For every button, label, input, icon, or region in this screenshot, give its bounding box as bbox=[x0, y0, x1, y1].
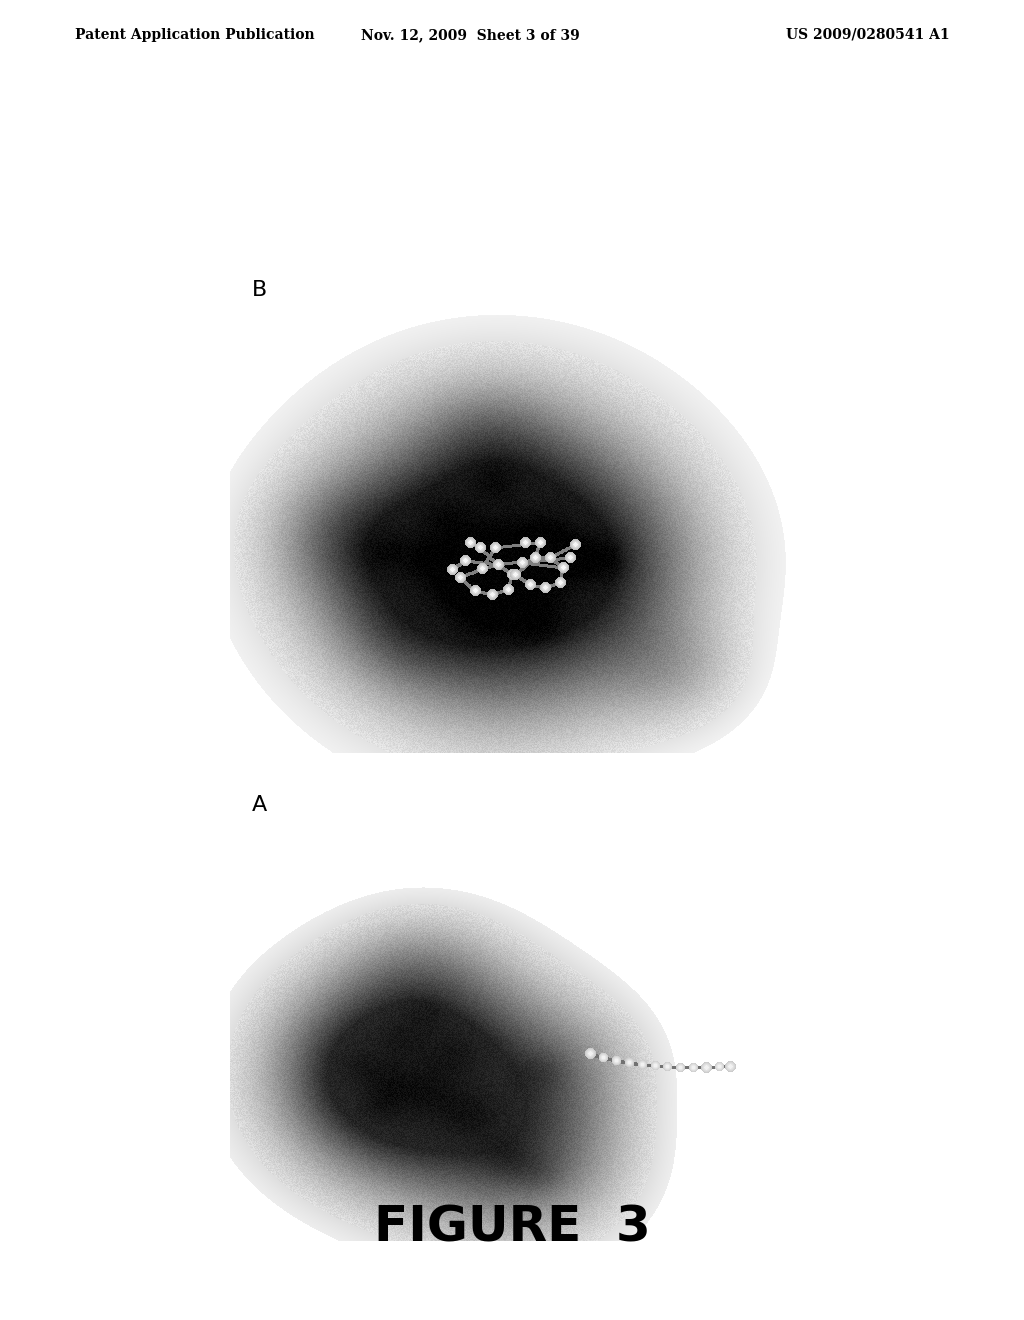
Text: Nov. 12, 2009  Sheet 3 of 39: Nov. 12, 2009 Sheet 3 of 39 bbox=[360, 28, 580, 42]
Text: B: B bbox=[252, 280, 267, 300]
Text: FIGURE  3: FIGURE 3 bbox=[374, 1204, 650, 1251]
Text: A: A bbox=[252, 795, 267, 814]
Text: Patent Application Publication: Patent Application Publication bbox=[75, 28, 314, 42]
Text: US 2009/0280541 A1: US 2009/0280541 A1 bbox=[786, 28, 950, 42]
